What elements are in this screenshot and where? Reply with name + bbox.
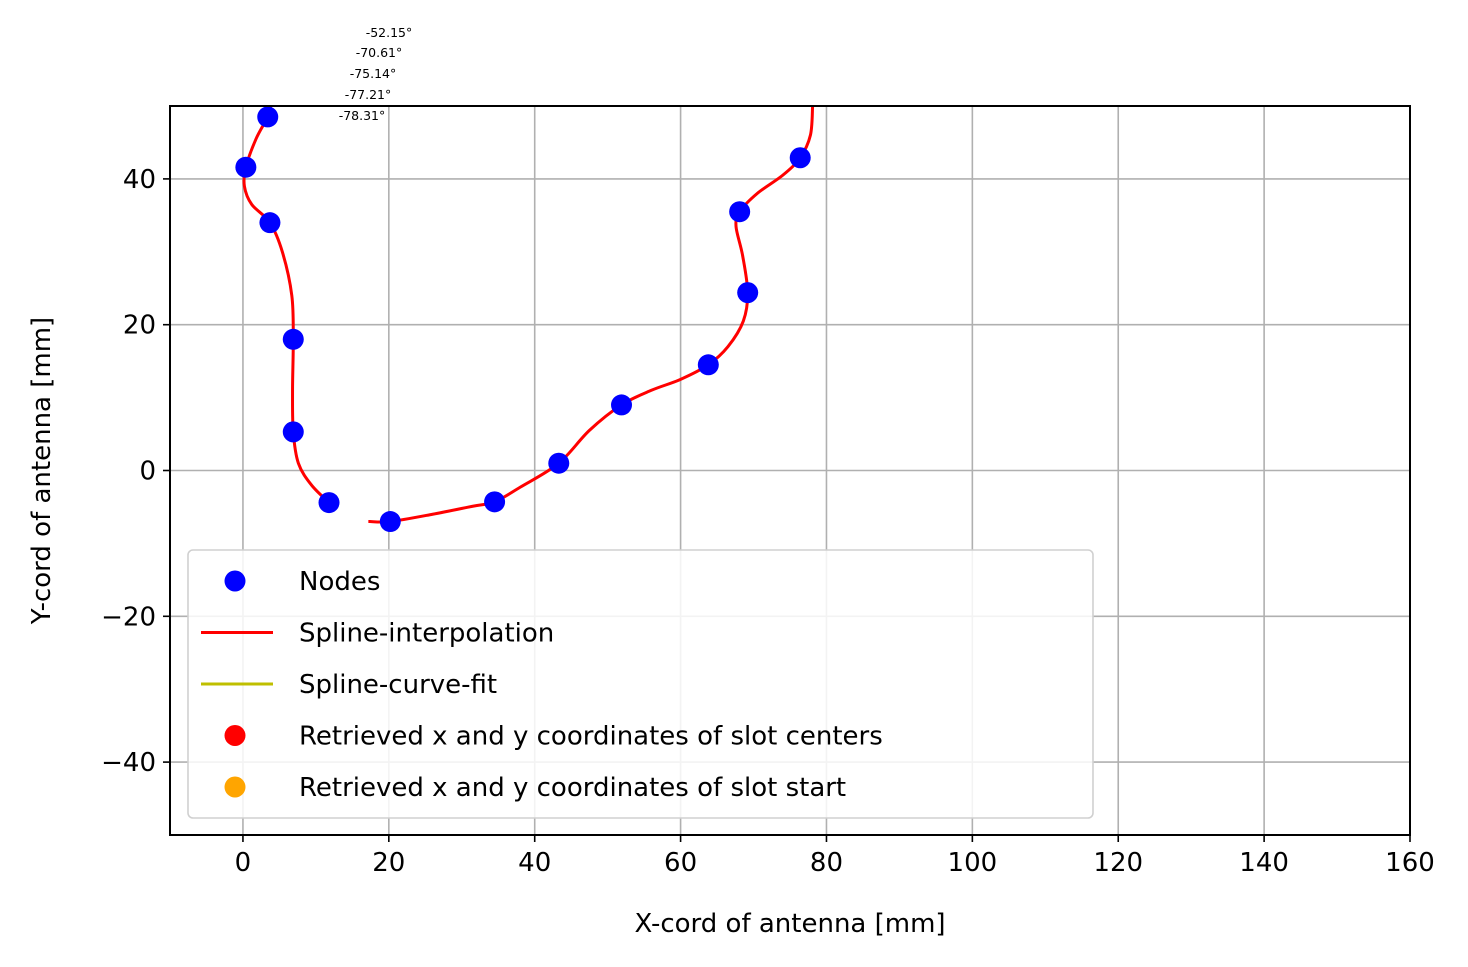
- axis-ticks: 0 20 40 60 80 100 120 140 160 −40 −20 0 20 40: [101, 165, 1435, 878]
- nodes-point: [318, 492, 340, 514]
- x-tick-label: 120: [1093, 848, 1143, 878]
- legend-item: Retrieved x and y coordinates of slot ce…: [224, 722, 883, 752]
- nodes-point: [282, 421, 304, 443]
- angle-annotation: -75.14°: [350, 66, 397, 81]
- y-tick-label: 0: [139, 457, 156, 487]
- legend-label: Retrieved x and y coordinates of slot ce…: [299, 722, 883, 752]
- nodes-point: [729, 201, 751, 223]
- x-tick-label: 160: [1385, 848, 1435, 878]
- nodes-point: [737, 282, 759, 304]
- legend-item: Nodes: [224, 567, 380, 597]
- nodes-point: [611, 394, 633, 416]
- legend-label: Spline-curve-fit: [299, 670, 497, 700]
- y-tick-label: −20: [101, 602, 156, 632]
- nodes-point: [257, 106, 279, 128]
- angle-annotation: -70.61°: [356, 45, 403, 60]
- y-axis-label: Y-cord of antenna [mm]: [27, 317, 57, 625]
- nodes-point: [548, 452, 570, 474]
- x-tick-label: 60: [664, 848, 697, 878]
- plot-area: [235, 106, 815, 533]
- x-tick-label: 140: [1239, 848, 1289, 878]
- angle-annotations: -52.15° -70.61° -75.14° -77.21° -78.31°: [339, 25, 413, 123]
- nodes-point: [484, 491, 506, 513]
- angle-annotation: -77.21°: [345, 87, 392, 102]
- nodes-point: [697, 354, 719, 376]
- y-tick-label: −40: [101, 748, 156, 778]
- nodes-point: [789, 147, 811, 169]
- legend-item: Spline-interpolation: [201, 619, 554, 649]
- nodes-point: [379, 511, 401, 533]
- x-tick-label: 80: [810, 848, 843, 878]
- nodes-point: [282, 328, 304, 350]
- x-tick-label: 40: [518, 848, 551, 878]
- legend-item: Retrieved x and y coordinates of slot st…: [224, 773, 846, 803]
- nodes-point: [259, 212, 281, 234]
- spline-interpolation-line: [242, 106, 332, 505]
- legend-label: Retrieved x and y coordinates of slot st…: [299, 773, 846, 803]
- nodes-point: [235, 156, 257, 178]
- legend-label: Nodes: [299, 567, 380, 597]
- legend-marker-swatch: [224, 725, 246, 746]
- angle-annotation: -78.31°: [339, 108, 386, 123]
- y-tick-label: 20: [123, 311, 156, 341]
- legend-item: Spline-curve-fit: [201, 670, 497, 700]
- legend-marker-swatch: [224, 570, 246, 592]
- x-tick-label: 20: [372, 848, 405, 878]
- legend-marker-swatch: [224, 776, 246, 798]
- legend-label: Spline-interpolation: [299, 619, 554, 649]
- x-tick-label: 0: [235, 848, 252, 878]
- legend: Nodes Spline-interpolation Spline-curve-fi…: [187, 549, 1094, 819]
- y-tick-label: 40: [123, 165, 156, 195]
- legend-box: [187, 549, 1094, 819]
- x-tick-label: 100: [948, 848, 998, 878]
- x-axis-label: X-cord of antenna [mm]: [634, 909, 945, 939]
- angle-annotation: -52.15°: [366, 25, 413, 40]
